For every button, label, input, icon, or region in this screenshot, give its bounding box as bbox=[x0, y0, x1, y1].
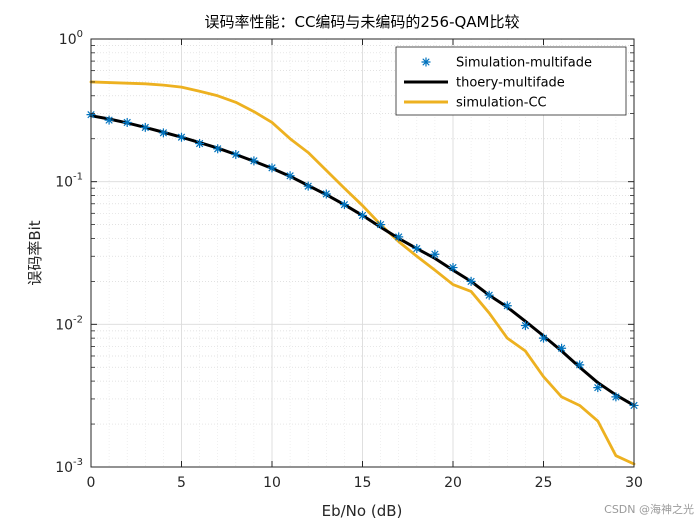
data-point-simulation-multifade bbox=[303, 181, 313, 191]
legend-items: Simulation-multifade thoery-multifade simu… bbox=[404, 56, 592, 111]
data-point-simulation-multifade bbox=[502, 301, 512, 311]
data-point-simulation-multifade bbox=[557, 343, 567, 353]
y-tick-label: 10-2 bbox=[55, 314, 83, 333]
data-point-simulation-multifade bbox=[611, 392, 621, 402]
data-point-simulation-multifade bbox=[195, 139, 205, 149]
data-point-simulation-multifade bbox=[285, 171, 295, 181]
data-point-simulation-multifade bbox=[267, 163, 277, 173]
chart-title: 误码率性能：CC编码与未编码的256-QAM比较 bbox=[204, 13, 519, 31]
y-tick-label: 10-3 bbox=[55, 457, 83, 476]
data-point-simulation-multifade bbox=[484, 290, 494, 300]
data-point-simulation-multifade bbox=[158, 128, 168, 138]
watermark: CSDN @海神之光 bbox=[604, 503, 694, 516]
x-tick-label: 30 bbox=[625, 475, 643, 491]
y-axis-label: 误码率Bit bbox=[26, 220, 44, 285]
legend: Simulation-multifade thoery-multifade simu… bbox=[395, 46, 627, 116]
legend-swatch-simulation-multifade bbox=[421, 57, 431, 67]
data-point-simulation-multifade bbox=[104, 115, 114, 125]
series-layer bbox=[86, 80, 639, 466]
data-point-simulation-multifade bbox=[593, 383, 603, 393]
data-point-simulation-multifade bbox=[249, 156, 259, 166]
data-point-simulation-multifade bbox=[430, 249, 440, 259]
data-point-simulation-multifade bbox=[539, 333, 548, 343]
y-tick-label: 100 bbox=[59, 29, 83, 48]
data-point-simulation-multifade bbox=[394, 232, 404, 242]
data-point-simulation-multifade bbox=[376, 220, 386, 230]
data-point-simulation-multifade bbox=[412, 244, 422, 254]
x-tick-label: 20 bbox=[444, 475, 462, 491]
x-tick-labels: 0 5 10 15 20 25 30 bbox=[87, 475, 643, 491]
data-point-simulation-multifade bbox=[140, 122, 150, 132]
data-point-simulation-multifade bbox=[231, 150, 241, 160]
x-tick-label: 15 bbox=[354, 475, 372, 491]
data-point-simulation-multifade bbox=[466, 276, 476, 286]
x-axis-label: Eb/No (dB) bbox=[322, 502, 403, 520]
data-point-simulation-multifade bbox=[321, 189, 331, 199]
data-point-simulation-multifade bbox=[339, 200, 349, 210]
y-tick-label: 10-1 bbox=[55, 172, 83, 191]
data-point-simulation-multifade bbox=[177, 132, 186, 142]
x-tick-label: 10 bbox=[263, 475, 281, 491]
series-line-simulation-cc bbox=[89, 80, 636, 466]
legend-label-simulation-multifade: Simulation-multifade bbox=[456, 56, 592, 71]
data-point-simulation-multifade bbox=[448, 263, 458, 273]
data-point-simulation-multifade bbox=[520, 321, 530, 331]
data-point-simulation-multifade bbox=[122, 117, 132, 127]
data-point-simulation-multifade bbox=[213, 144, 223, 154]
x-tick-label: 25 bbox=[535, 475, 553, 491]
data-point-simulation-multifade bbox=[575, 360, 585, 370]
data-point-simulation-multifade bbox=[358, 210, 367, 220]
legend-label-simulation-cc: simulation-CC bbox=[456, 96, 547, 111]
axis-ticks bbox=[90, 38, 635, 468]
legend-label-thoery-multifade: thoery-multifade bbox=[456, 76, 565, 91]
x-tick-label: 5 bbox=[177, 475, 186, 491]
y-tick-labels: 100 10-1 10-2 10-3 bbox=[55, 29, 83, 476]
x-tick-label: 0 bbox=[87, 475, 96, 491]
